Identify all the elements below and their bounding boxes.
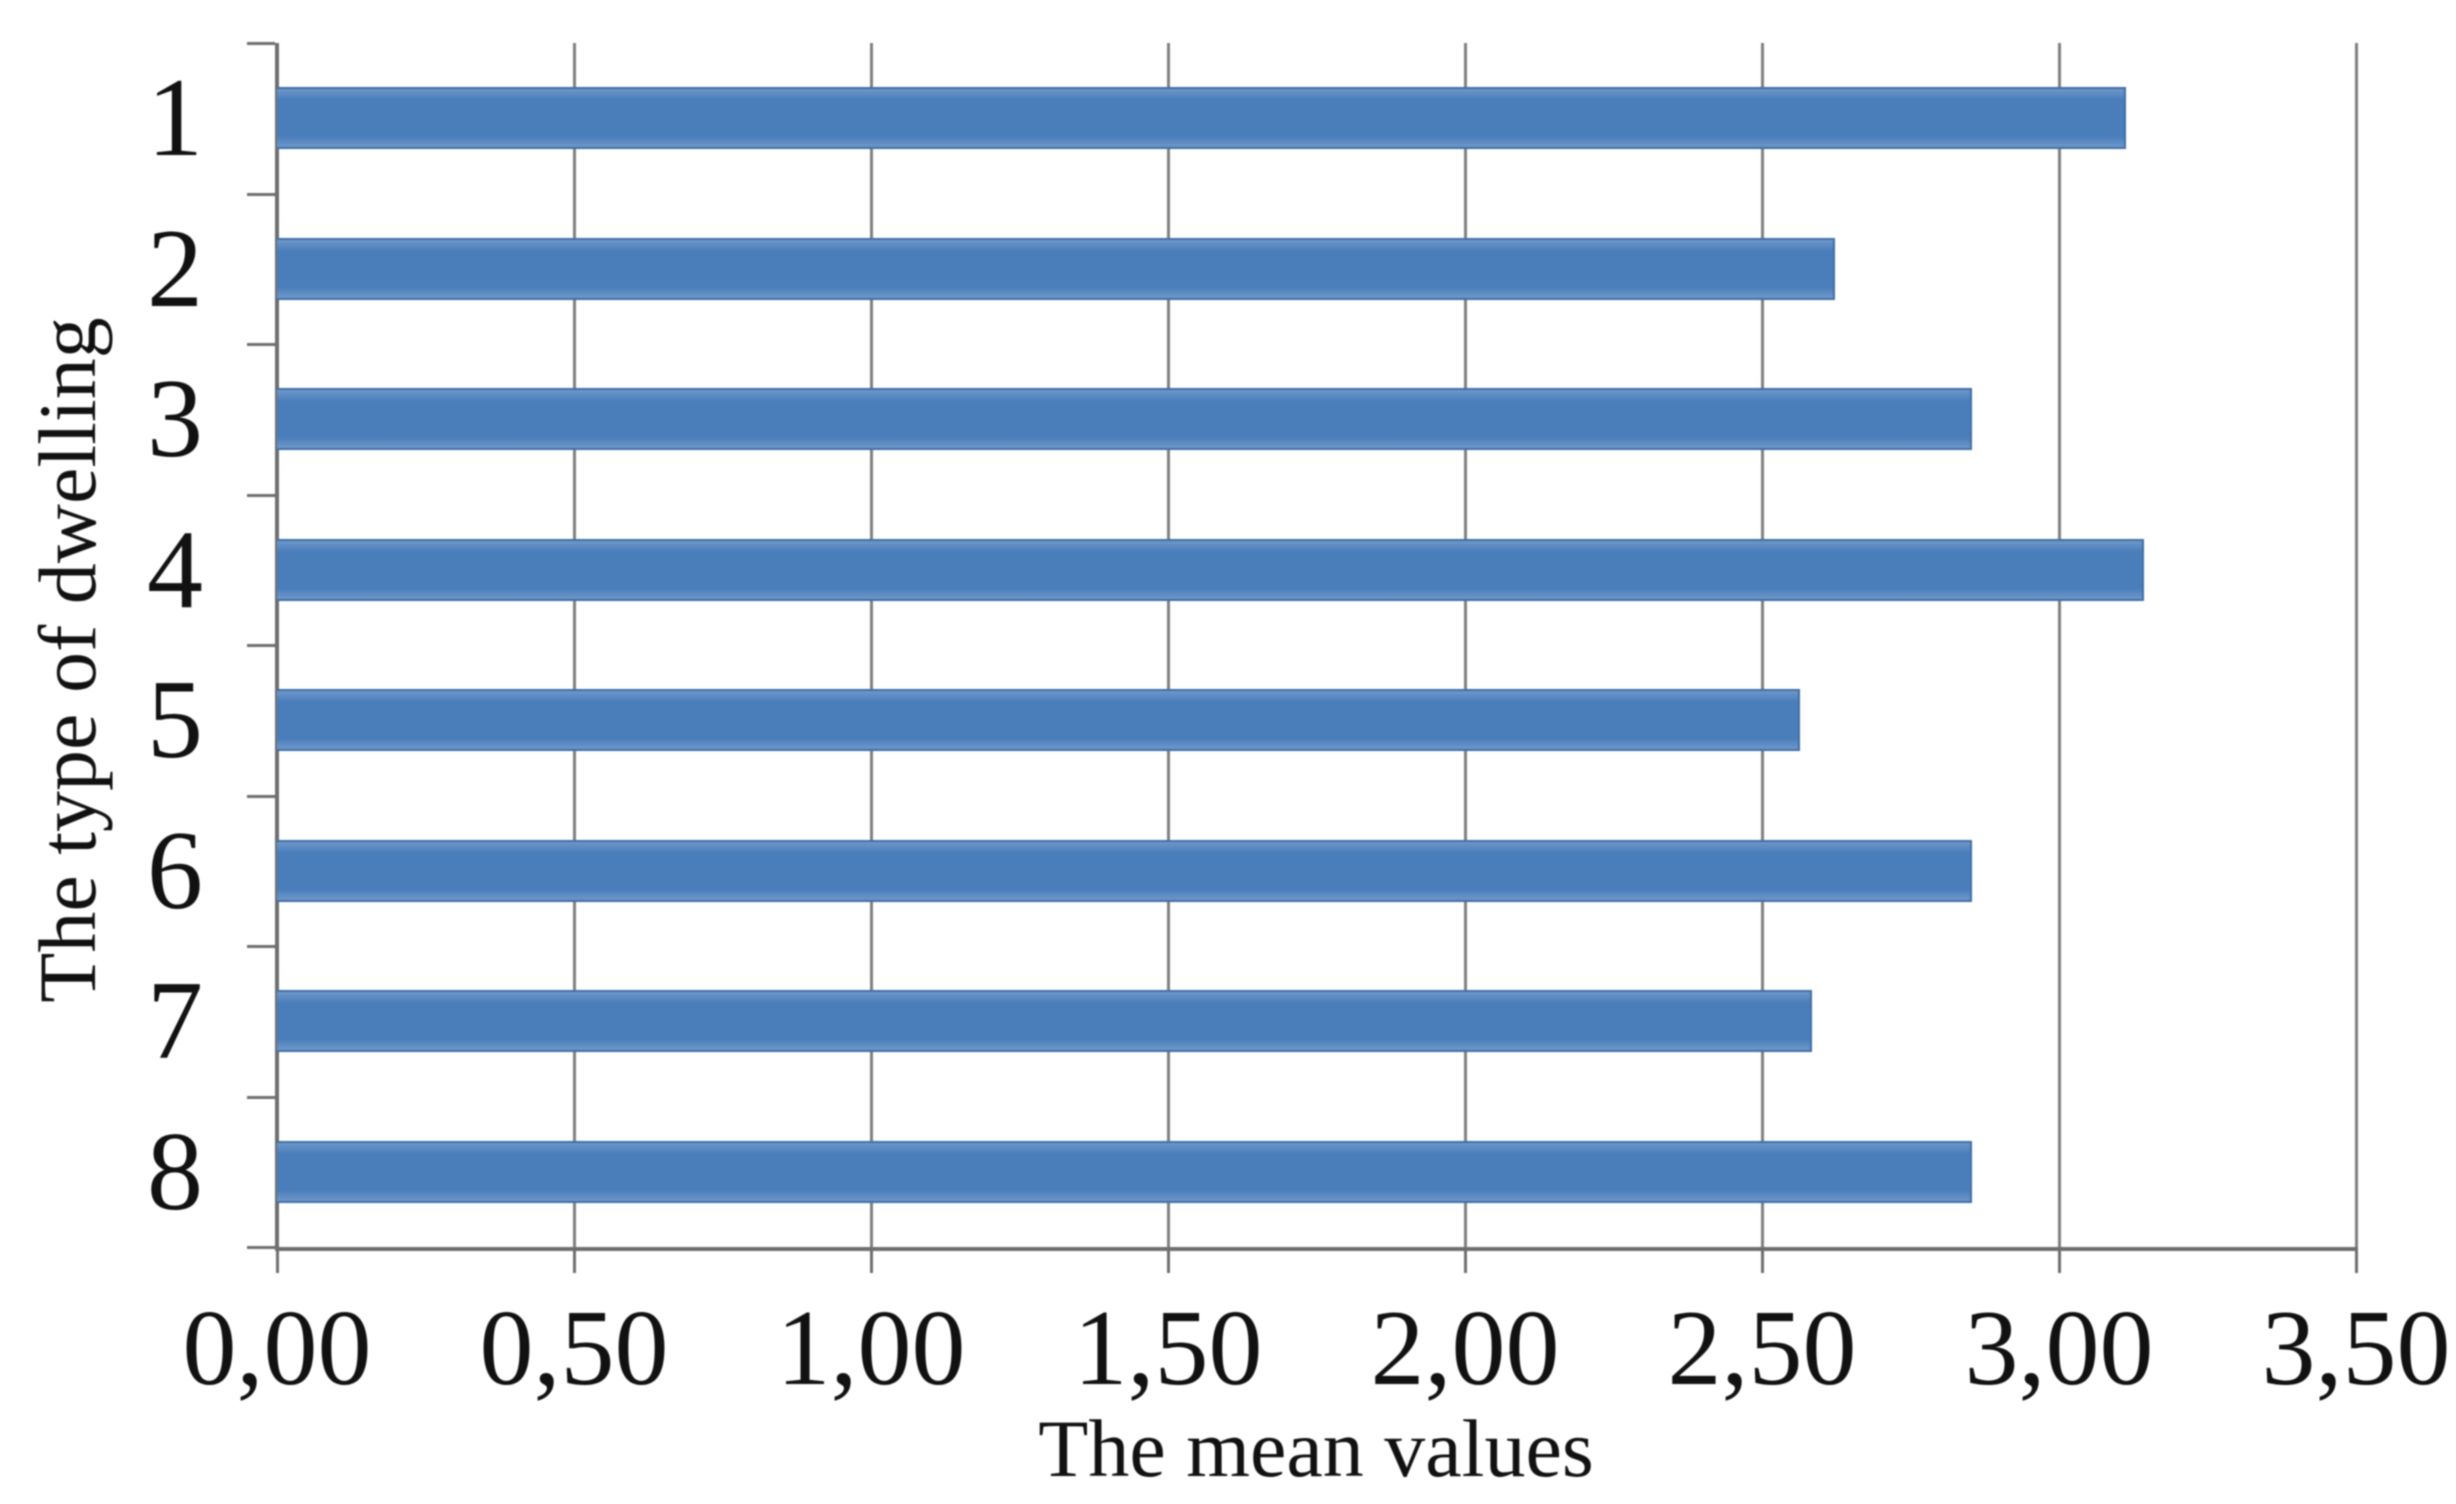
y-axis-tick bbox=[247, 493, 275, 497]
x-axis-tick bbox=[2058, 1251, 2061, 1273]
category-label: 7 bbox=[147, 959, 203, 1084]
bar-category-5 bbox=[277, 689, 1800, 752]
bar-category-4 bbox=[277, 538, 2145, 601]
bar-category-6 bbox=[277, 839, 1972, 902]
bar-category-2 bbox=[277, 237, 1836, 300]
vertical-gridline bbox=[1761, 43, 1764, 1247]
vertical-gridline bbox=[2355, 43, 2358, 1247]
vertical-gridline bbox=[2058, 43, 2061, 1247]
x-tick-label: 1,00 bbox=[776, 1289, 966, 1408]
x-axis-tick bbox=[870, 1251, 873, 1273]
category-label: 3 bbox=[147, 357, 203, 482]
y-axis-tick bbox=[247, 343, 275, 346]
x-tick-label: 3,50 bbox=[2261, 1289, 2451, 1408]
bar-category-7 bbox=[277, 990, 1812, 1053]
x-tick-label: 1,50 bbox=[1073, 1289, 1263, 1408]
y-axis-tick bbox=[247, 42, 275, 45]
y-axis-title: The type of dwelling bbox=[22, 317, 113, 1003]
category-label: 2 bbox=[147, 206, 203, 331]
category-label: 6 bbox=[147, 808, 203, 933]
vertical-gridline bbox=[870, 43, 873, 1247]
x-tick-label: 0,50 bbox=[479, 1289, 669, 1408]
x-axis-tick-labels: 0,00 0,50 1,00 1,50 2,00 2,50 3,00 3,50 bbox=[183, 1289, 2451, 1415]
x-axis-tick bbox=[1761, 1251, 1764, 1273]
x-tick-label: 2,00 bbox=[1370, 1289, 1560, 1408]
x-axis-tick bbox=[1167, 1251, 1170, 1273]
y-axis-tick bbox=[247, 1246, 275, 1249]
x-tick-label: 3,00 bbox=[1964, 1289, 2154, 1408]
category-label: 1 bbox=[147, 56, 203, 181]
bar-category-1 bbox=[277, 87, 2127, 150]
category-label: 4 bbox=[147, 507, 203, 632]
y-axis-tick bbox=[247, 644, 275, 647]
x-axis-line bbox=[275, 1247, 2358, 1251]
category-label: 5 bbox=[147, 658, 203, 783]
category-axis-labels: 1 2 3 4 5 6 7 8 bbox=[100, 43, 250, 1247]
category-label: 8 bbox=[147, 1109, 203, 1234]
vertical-gridline bbox=[1464, 43, 1467, 1247]
vertical-gridline bbox=[573, 43, 576, 1247]
y-axis-tick bbox=[247, 192, 275, 196]
x-axis-tick bbox=[1464, 1251, 1467, 1273]
x-axis-tick bbox=[2355, 1251, 2358, 1273]
y-axis-tick bbox=[247, 794, 275, 798]
bar-category-8 bbox=[277, 1140, 1972, 1203]
x-axis-tick bbox=[276, 1251, 279, 1273]
plot-area bbox=[247, 42, 2358, 1273]
y-axis-tick bbox=[247, 945, 275, 948]
y-axis-line bbox=[275, 43, 279, 1247]
x-tick-label: 0,00 bbox=[182, 1289, 372, 1408]
y-axis-tick bbox=[247, 1095, 275, 1099]
vertical-gridline bbox=[1167, 43, 1170, 1247]
x-axis-tick bbox=[573, 1251, 576, 1273]
x-axis-title: The mean values bbox=[1038, 1403, 1594, 1494]
bar-category-3 bbox=[277, 388, 1972, 451]
x-tick-label: 2,50 bbox=[1667, 1289, 1857, 1408]
